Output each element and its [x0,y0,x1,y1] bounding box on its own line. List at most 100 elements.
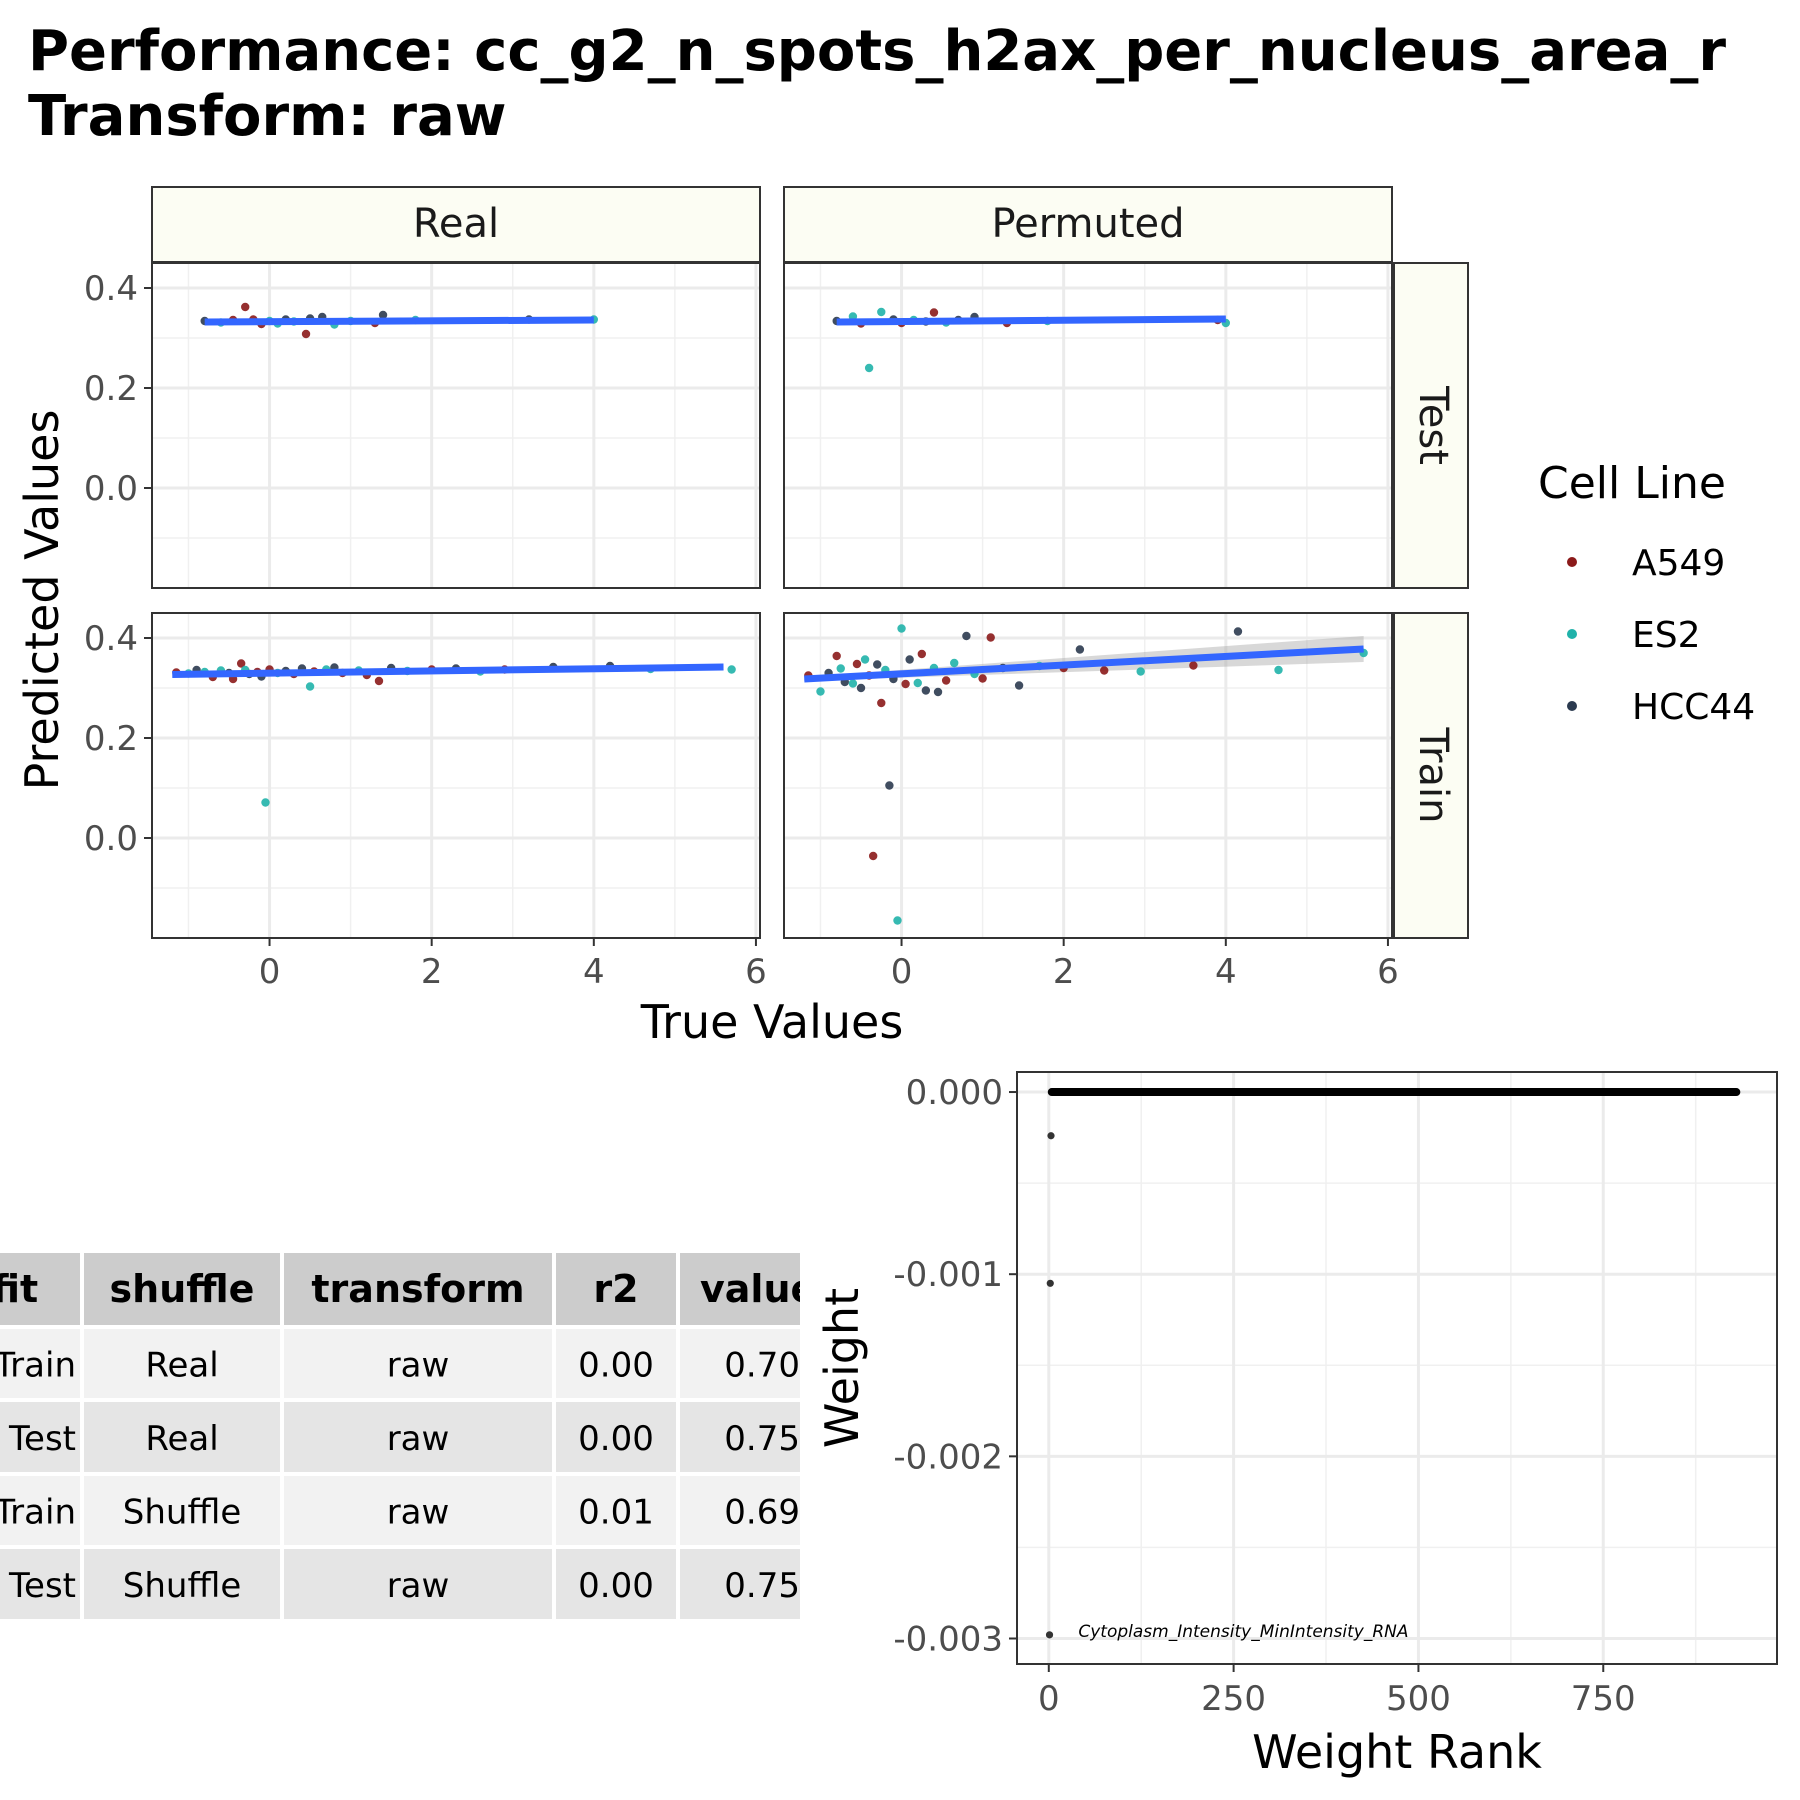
point-a549 [241,302,250,312]
table-cell [556,1476,676,1545]
point-hcc44 [921,686,931,695]
table-cell [556,1329,676,1398]
y-tick-label: 0.4 [84,619,138,659]
table-cell-value: Shuffle [123,1566,241,1606]
panel-background [784,263,1392,588]
y-tick-label: 0.2 [84,369,138,409]
legend: Cell Line A549 ES2 HCC44 [1538,458,1755,728]
point-a549 [852,659,862,669]
table-header-label: value [700,1267,816,1311]
title-line-1: Performance: cc_g2_n_spots_h2ax_per_nucl… [28,19,1726,84]
table-cell [0,1329,80,1398]
table-cell-value: raw [387,1346,450,1386]
legend-key-hcc44 [1567,701,1577,711]
point-es2 [877,307,886,317]
y-tick-label: 0.4 [84,269,138,309]
x-axis-title: True Values [640,995,904,1049]
table-cell-value: Train [0,1493,76,1533]
legend-key-es2 [1567,629,1577,639]
table-cell-value: Real [145,1419,218,1459]
table-cell [84,1329,280,1398]
fit-line [172,663,724,678]
table-cell-value: raw [387,1493,450,1533]
legend-label: HCC44 [1632,687,1755,728]
point-hcc44 [1075,645,1085,654]
panel-permuted-train [783,612,1393,939]
y-axis-title: Predicted Values [15,410,69,791]
legend-title: Cell Line [1538,458,1726,509]
y-tick-label: 0.000 [906,1073,1003,1113]
feature-annotation: Cytoplasm_Intensity_MinIntensity_RNA [1078,1622,1408,1642]
table-header-label: transform [311,1267,524,1311]
table-header-cell [556,1253,676,1325]
point-hcc44 [885,781,894,790]
point-es2 [893,916,902,925]
table-cell [284,1329,552,1398]
table-cell-value: Test [8,1419,76,1459]
point-es2 [860,655,870,664]
table-cell-value: 0.00 [578,1419,654,1459]
table-cell [84,1476,280,1545]
row-strip-test [1393,262,1469,589]
point-a549 [941,676,951,685]
point-hcc44 [873,660,882,669]
point-a549 [929,308,939,317]
table-cell-value: Train [0,1346,76,1386]
col-strip-label: Permuted [991,201,1184,247]
table-header-cell [284,1253,552,1325]
table-cell-value: raw [387,1566,450,1606]
table-cell [680,1329,800,1398]
point-a549 [1100,666,1109,675]
table-cell-value: Real [145,1346,218,1386]
y-tick-label: 0.0 [84,819,138,859]
table-cell [84,1549,280,1619]
fit-line [836,315,1226,326]
point-a549 [877,698,886,708]
x-tick-label: 2 [1053,952,1075,992]
point-a549 [374,676,384,686]
x-tick-label: 250 [1201,1679,1266,1719]
x-tick-label: 0 [259,952,281,992]
point-es2 [836,664,845,673]
x-tick-label: 0 [891,952,913,992]
facet-scatter-chart: Real Permuted Test Train 0.0 0.2 0.4 0.0 0.2 0.4 0… [15,186,1755,1049]
point-es2 [1274,665,1283,675]
point-es2 [950,658,959,668]
point-es2 [727,665,736,674]
point-a549 [301,329,311,339]
x-tick-label: 6 [1377,952,1399,992]
panel-marks [200,302,599,339]
table-header-cell [84,1253,280,1325]
title-line-2: Transform: raw [28,84,507,149]
point-a549 [901,679,910,689]
panel-marks [804,624,1368,925]
point-hcc44 [1233,627,1243,636]
panel-border [151,262,761,589]
table-cell [680,1476,800,1545]
panel-marks [832,307,1231,373]
table-cell-value: 0.69 [724,1493,800,1533]
point-hcc44 [378,310,388,320]
y-tick-label: 0.0 [84,469,138,509]
metrics-table: fit shuffle transform r2 value Train Real raw 0.… [0,1253,816,1619]
table-cell [0,1549,80,1619]
fit-line [204,316,594,326]
weight-point [1046,1279,1054,1287]
table-header-label: r2 [593,1267,638,1311]
table-cell-value: Shuffle [123,1493,241,1533]
point-es2 [864,363,874,373]
table-cell [284,1549,552,1619]
row-strip-label: Train [1410,727,1456,824]
table-cell-value: raw [387,1419,450,1459]
point-a549 [917,649,927,659]
table-cell-value: 0.75 [724,1566,800,1606]
table-cell [84,1402,280,1472]
point-hcc44 [962,631,971,641]
x-tick-label: 6 [745,952,767,992]
panel-border [783,262,1393,589]
point-a549 [978,674,987,683]
table-cell-value: 0.00 [578,1346,654,1386]
panel-marks [172,659,736,807]
table-cell [0,1402,80,1472]
